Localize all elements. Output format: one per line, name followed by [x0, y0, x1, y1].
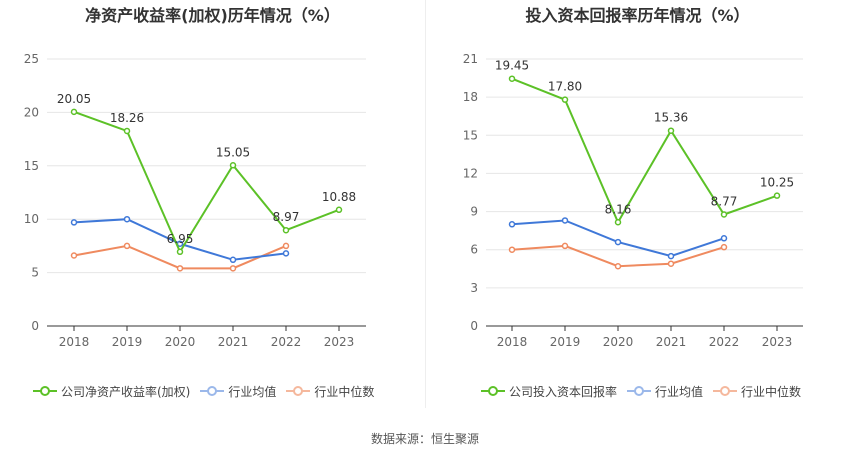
x-tick-label: 2020	[165, 335, 196, 349]
data-label: 6.95	[167, 232, 194, 246]
data-point	[123, 127, 131, 135]
legend-item-company[interactable]: 公司投入资本回报率	[481, 383, 617, 400]
data-label: 15.36	[654, 111, 688, 125]
y-tick-label: 10	[24, 212, 39, 226]
legend-line-icon	[200, 385, 225, 397]
y-tick-label: 9	[470, 205, 478, 219]
y-tick-label: 0	[31, 319, 39, 333]
data-point	[282, 226, 290, 234]
legend-label: 公司净资产收益率(加权)	[61, 384, 191, 399]
y-tick-label: 18	[463, 90, 478, 104]
legend-item-avg[interactable]: 行业均值	[200, 383, 276, 400]
data-label: 8.97	[273, 210, 300, 224]
y-tick-label: 15	[463, 128, 478, 142]
data-source-note: 数据来源：恒生聚源	[370, 432, 479, 446]
data-point	[70, 252, 78, 259]
legend-label: 行业中位数	[741, 384, 802, 399]
data-point	[614, 219, 622, 226]
legend-item-median[interactable]: 行业中位数	[713, 383, 801, 400]
legend-line-icon	[627, 385, 652, 397]
legend-label: 行业均值	[228, 384, 277, 399]
data-point	[561, 96, 569, 103]
data-label: 19.45	[495, 59, 529, 73]
series-line	[511, 77, 778, 225]
data-point	[614, 262, 622, 270]
x-tick-label: 2020	[603, 335, 634, 349]
data-point	[508, 75, 516, 82]
data-label: 10.25	[760, 176, 794, 190]
legend-roic: 公司投入资本回报率 行业均值 行业中位数	[481, 381, 811, 401]
y-tick-label: 25	[24, 52, 39, 66]
data-point	[667, 260, 675, 267]
data-point	[720, 211, 728, 218]
y-tick-label: 20	[24, 105, 39, 119]
chart-title-roe: 净资产收益率(加权)历年情况（%）	[85, 6, 340, 25]
x-tick-label: 2023	[762, 335, 793, 349]
legend-item-company[interactable]: 公司净资产收益率(加权)	[33, 383, 190, 400]
x-tick-label: 2022	[271, 335, 302, 349]
y-tick-label: 21	[463, 52, 478, 66]
data-point	[229, 162, 237, 169]
data-point	[176, 265, 184, 272]
legend-line-icon	[713, 385, 738, 397]
series-line	[73, 110, 340, 254]
data-point	[667, 127, 675, 134]
y-tick-label: 0	[470, 319, 478, 333]
data-point	[229, 265, 237, 272]
legend-line-icon	[33, 385, 57, 397]
data-point	[720, 235, 728, 242]
data-label: 10.88	[322, 190, 356, 204]
data-label: 18.26	[110, 111, 144, 125]
data-point	[720, 243, 728, 251]
x-tick-label: 2018	[59, 335, 90, 349]
data-point	[70, 219, 78, 226]
y-tick-label: 3	[470, 281, 478, 295]
x-tick-label: 2021	[656, 335, 687, 349]
roe-line-chart: 0 5 10 15 20 25 2018 2019 2020 2021 2022 2023 20.05 1…	[24, 52, 366, 349]
data-point	[229, 256, 237, 264]
y-tick-label: 12	[463, 166, 478, 180]
chart-title-roic: 投入资本回报率历年情况（%）	[525, 6, 750, 25]
x-tick-label: 2019	[112, 335, 143, 349]
y-tick-label: 6	[470, 243, 478, 257]
roic-line-chart: 0 3 6 9 12 15 18 21 2018 2019 2020 2021 2022 2023 19.4…	[463, 52, 803, 349]
legend-label: 行业均值	[655, 384, 704, 399]
x-tick-label: 2023	[324, 335, 355, 349]
data-point	[335, 206, 343, 214]
legend-line-icon	[286, 385, 311, 397]
data-point	[614, 238, 622, 246]
data-point	[176, 248, 184, 256]
data-point	[561, 242, 569, 250]
chart-divider	[425, 0, 426, 408]
legend-label: 行业中位数	[314, 384, 375, 399]
legend-item-avg[interactable]: 行业均值	[627, 383, 703, 400]
data-point	[773, 192, 781, 199]
legend-label: 公司投入资本回报率	[509, 384, 618, 399]
y-tick-label: 5	[31, 266, 39, 280]
data-point	[70, 108, 78, 116]
data-point	[508, 246, 516, 253]
data-point	[282, 242, 290, 250]
data-label: 20.05	[57, 92, 91, 106]
x-tick-label: 2022	[709, 335, 740, 349]
data-point	[561, 217, 569, 224]
legend-roe: 公司净资产收益率(加权) 行业均值 行业中位数	[33, 381, 384, 401]
data-label: 17.80	[548, 80, 582, 94]
x-tick-label: 2019	[550, 335, 581, 349]
data-point	[508, 221, 516, 228]
x-tick-label: 2018	[497, 335, 528, 349]
series-line	[511, 219, 725, 258]
data-label: 8.16	[605, 202, 632, 216]
data-point	[282, 250, 290, 257]
data-point	[123, 242, 131, 250]
legend-item-median[interactable]: 行业中位数	[286, 383, 374, 400]
y-tick-label: 15	[24, 159, 39, 173]
legend-line-icon	[481, 385, 505, 397]
data-point	[667, 252, 675, 260]
data-label: 8.77	[711, 194, 738, 208]
data-label: 15.05	[216, 145, 250, 159]
x-tick-label: 2021	[218, 335, 249, 349]
data-point	[123, 215, 131, 223]
